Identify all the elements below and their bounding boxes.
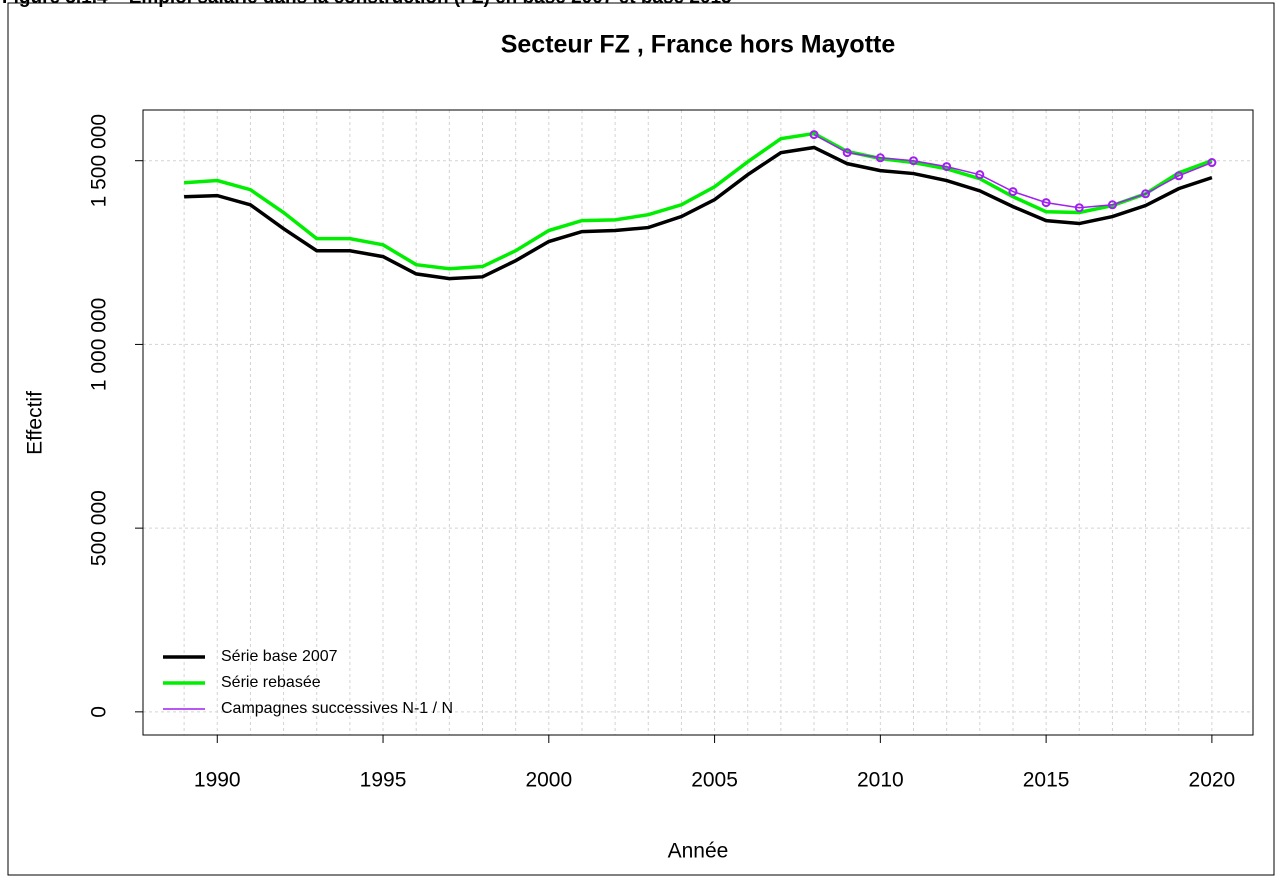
x-tick-label: 2000 — [525, 769, 572, 792]
series-line — [184, 145, 1213, 281]
series-point — [1008, 187, 1018, 197]
caption: Figure 3.1.4 – Emploi salarié dans la co… — [2, 0, 732, 8]
series-point — [875, 153, 885, 163]
series-point — [909, 156, 919, 166]
chart-title: Secteur FZ , France hors Mayotte — [501, 31, 896, 59]
plot-box — [142, 109, 1254, 736]
y-axis-label: Effectif — [24, 391, 47, 455]
x-tick-label: 1990 — [194, 769, 241, 792]
series-point — [1041, 198, 1051, 208]
frame — [7, 2, 1275, 876]
series-line — [813, 133, 1213, 209]
series-point — [1074, 203, 1084, 213]
y-tick-label: 500 000 — [88, 490, 111, 566]
y-tick-label: 1 500 000 — [88, 114, 111, 207]
series-point — [1207, 158, 1217, 168]
y-tick-label: 0 — [88, 706, 111, 718]
x-tick-label: 2010 — [857, 769, 904, 792]
x-tick-label: 2015 — [1023, 769, 1070, 792]
x-tick-label: 1995 — [360, 769, 407, 792]
x-tick-label: 2020 — [1189, 769, 1236, 792]
legend-label: Campagnes successives N-1 / N — [221, 700, 453, 717]
legend-label: Série base 2007 — [221, 648, 338, 665]
x-axis-label: Année — [668, 840, 729, 863]
series-point — [809, 130, 819, 140]
series-point — [942, 162, 952, 172]
series-point — [1174, 171, 1184, 181]
series-line — [183, 131, 1213, 271]
series-point — [1141, 189, 1151, 199]
series-point — [975, 170, 985, 180]
series-point — [1107, 200, 1117, 210]
legend-label: Série rebasée — [221, 674, 321, 691]
x-tick-label: 2005 — [691, 769, 738, 792]
y-tick-label: 1 000 000 — [88, 298, 111, 391]
series-point — [842, 148, 852, 158]
